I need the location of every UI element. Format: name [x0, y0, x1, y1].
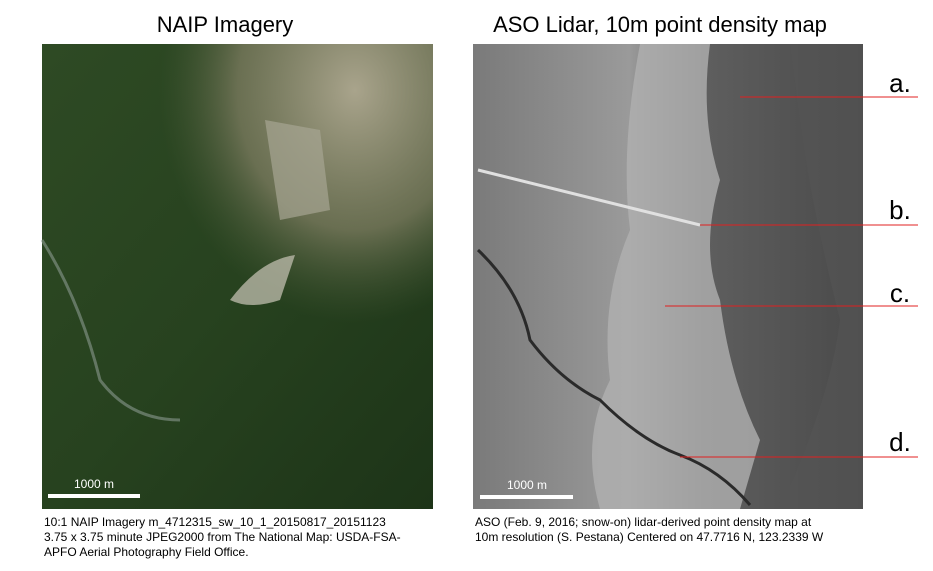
- scale-bar: [48, 494, 140, 498]
- annotation-label: a.: [889, 68, 911, 98]
- aerial-image: [40, 44, 433, 509]
- panel-title: ASO Lidar, 10m point density map: [493, 12, 827, 37]
- caption-line: ASO (Feb. 9, 2016; snow-on) lidar-derive…: [475, 515, 812, 529]
- scale-bar: [480, 495, 573, 499]
- annotation-label: c.: [890, 278, 910, 308]
- caption-line: 10m resolution (S. Pestana) Centered on …: [475, 530, 824, 544]
- caption-line: 10:1 NAIP Imagery m_4712315_sw_10_1_2015…: [44, 515, 386, 529]
- scale-label: 1000 m: [74, 477, 114, 491]
- caption-line: 3.75 x 3.75 minute JPEG2000 from The Nat…: [44, 530, 401, 544]
- annotation-lines: [665, 96, 918, 458]
- lidar-image: [473, 44, 863, 509]
- annotation-label: b.: [889, 195, 911, 225]
- panel-title: NAIP Imagery: [157, 12, 294, 37]
- scale-label: 1000 m: [507, 478, 547, 492]
- caption-line: APFO Aerial Photography Field Office.: [44, 545, 249, 559]
- annotation-label: d.: [889, 427, 911, 457]
